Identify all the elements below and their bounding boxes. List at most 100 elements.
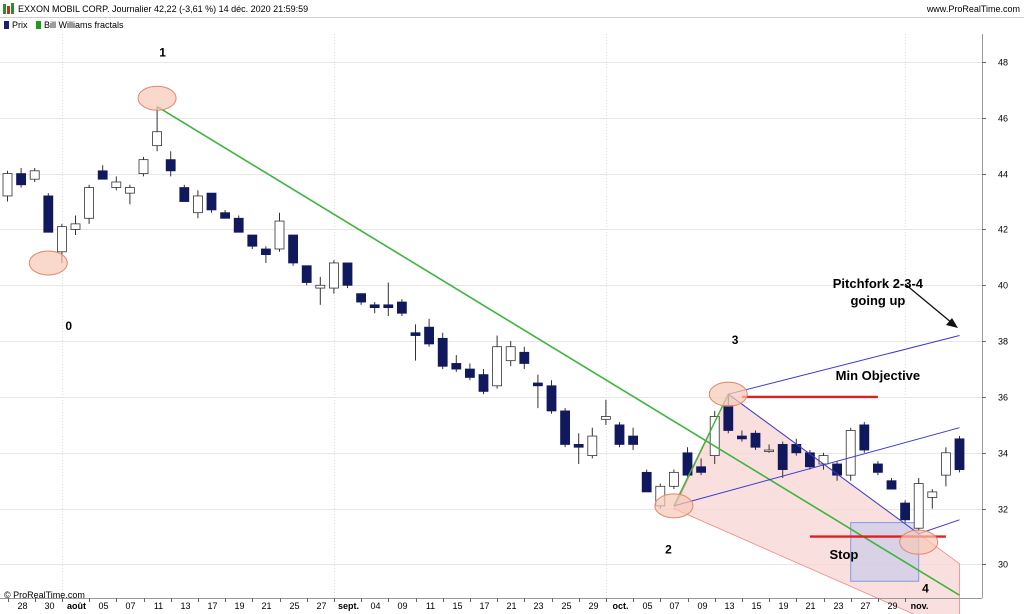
candle-body (410, 332, 421, 336)
x-tick-label: 11 (426, 601, 435, 611)
candle-body (696, 466, 706, 473)
candle-body (750, 432, 761, 448)
x-tick-label: 25 (561, 601, 571, 611)
candle-body (533, 382, 543, 387)
overlays: 0 1 2 3 4 Pitchfork 2-3-4 going up Min Objectiv… (28, 45, 960, 596)
candle-body (451, 363, 462, 370)
x-tick-label: 15 (452, 601, 462, 611)
candle-body (288, 234, 299, 264)
fractal-marker (137, 85, 177, 111)
candle-body (614, 424, 625, 445)
annotation-pitchfork_line1: Pitchfork 2-3-4 (833, 276, 924, 291)
x-tick-label: 04 (370, 601, 380, 611)
candle-body (2, 173, 13, 197)
x-tick-label: 27 (316, 601, 326, 611)
site-url: www.ProRealTime.com (926, 4, 1020, 14)
candle-body (383, 304, 394, 309)
x-tick-label: 19 (234, 601, 244, 611)
candle-body (260, 248, 271, 255)
candle-body (315, 284, 326, 289)
candle-body (179, 187, 190, 202)
candle-body (192, 195, 203, 214)
candle-body (859, 424, 870, 451)
y-tick-label: 48 (998, 58, 1008, 68)
candle-body (369, 304, 380, 309)
candle-body (111, 181, 122, 188)
x-tick-label: 15 (751, 601, 761, 611)
x-tick-label: nov. (911, 601, 929, 611)
x-tick-label: 25 (289, 601, 299, 611)
fractal-marker (28, 250, 68, 276)
x-tick-label: oct. (612, 601, 628, 611)
x-tick-label: sept. (338, 601, 359, 611)
x-tick-label: 05 (642, 601, 652, 611)
candle-body (954, 438, 965, 470)
candle-body (886, 480, 897, 490)
candle-body (233, 217, 244, 233)
legend-swatch-prix (4, 21, 9, 29)
logo-icon (3, 4, 6, 14)
x-tick-label: 23 (833, 601, 843, 611)
candle-body (424, 326, 435, 345)
candle-body (165, 159, 176, 172)
candle-body (356, 293, 367, 303)
copyright: © ProRealTime.com (4, 590, 85, 600)
candle-body (818, 455, 829, 465)
candle-body (519, 351, 530, 364)
candle-body (587, 435, 598, 457)
logo-icon-bar2 (7, 6, 10, 14)
x-tick-label: 17 (479, 601, 489, 611)
candle-body (845, 430, 856, 476)
y-tick-label: 36 (998, 393, 1008, 403)
candle-body (941, 452, 951, 476)
candle-body (478, 374, 489, 392)
candle-body (764, 449, 774, 452)
annotation-stop: Stop (829, 547, 858, 562)
candle-body (505, 346, 516, 362)
candle-body (641, 471, 652, 493)
wave-label: 0 (65, 319, 72, 333)
candle-body (927, 491, 938, 498)
candle-body (791, 444, 802, 454)
candle-body (709, 416, 720, 457)
wave-label: 2 (665, 542, 672, 556)
candle-body (138, 159, 149, 175)
y-tick-label: 46 (998, 114, 1008, 124)
candle-body (805, 452, 815, 468)
candle-body (873, 463, 883, 473)
candle-body (682, 452, 693, 476)
candle-body (560, 410, 570, 445)
wave-label: 1 (159, 45, 166, 59)
wave-label: 3 (732, 333, 739, 347)
candle-body (900, 502, 910, 521)
x-tick-label: 21 (805, 601, 815, 611)
candle-body (437, 337, 448, 367)
wave-2-3-line (673, 393, 729, 507)
pitchfork-upper-line (728, 335, 960, 395)
annotation-min_objective: Min Objective (836, 368, 921, 383)
candles (2, 106, 965, 531)
candle-body (669, 471, 679, 487)
y-tick-label: 34 (998, 449, 1008, 459)
x-tick-label: 19 (778, 601, 788, 611)
candle-body (125, 187, 135, 194)
fractal-marker (654, 493, 694, 519)
x-tick-label: 29 (887, 601, 897, 611)
candle-body (16, 173, 27, 186)
x-tick-label: 07 (125, 601, 135, 611)
fractal-marker (899, 529, 939, 555)
chart-title: EXXON MOBIL CORP. Journalier 42,22 (-3,6… (18, 4, 308, 14)
x-tick-label: 30 (44, 601, 54, 611)
legend-label-prix: Prix (12, 20, 28, 30)
annotation-pitchfork_line2: going up (850, 293, 905, 308)
y-axis: 30 32 34 36 38 40 42 44 46 48 (982, 34, 1008, 598)
candle-body (206, 192, 217, 211)
candle-body (913, 483, 924, 529)
y-tick-label: 38 (998, 337, 1008, 347)
x-tick-label: 28 (17, 601, 27, 611)
wave-label: 4 (922, 581, 929, 595)
x-tick-label: 07 (669, 601, 679, 611)
candle-body (328, 262, 339, 289)
x-tick-label: 27 (860, 601, 870, 611)
